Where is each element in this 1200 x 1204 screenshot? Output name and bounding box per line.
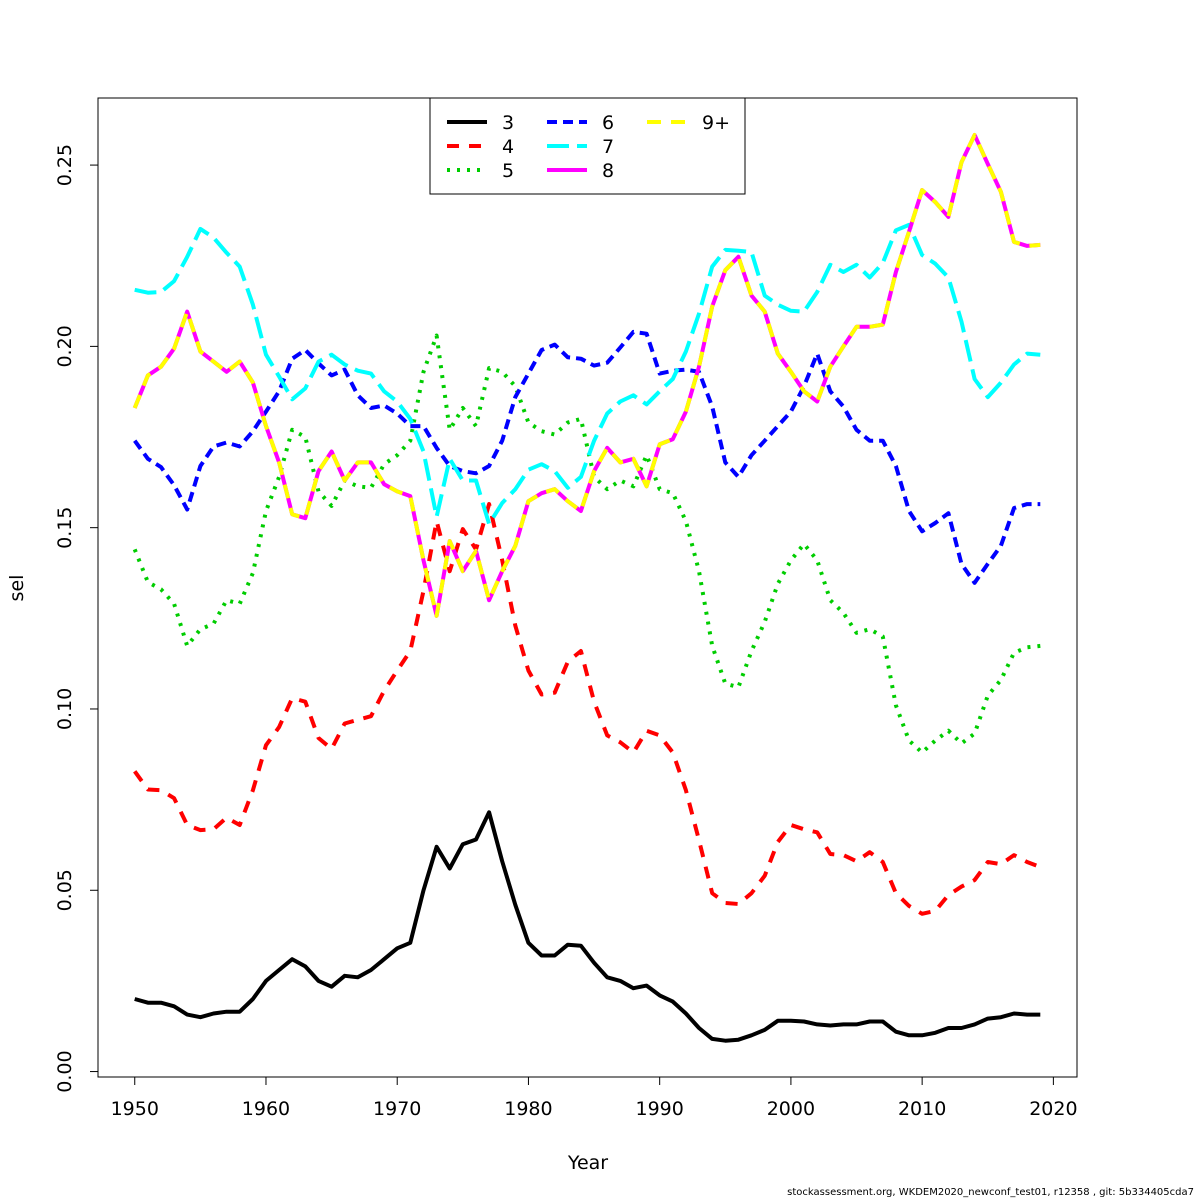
y-axis: 0.00 0.05 0.10 0.15 0.20 0.25 xyxy=(54,144,99,1093)
x-tick-label: 1950 xyxy=(111,1098,159,1120)
x-tick-label: 1960 xyxy=(242,1098,290,1120)
x-tick-label: 2010 xyxy=(898,1098,946,1120)
series-line-7 xyxy=(134,222,1041,526)
series-lines xyxy=(132,133,1042,1043)
x-axis: 1950 1960 1970 1980 1990 2000 2010 2020 xyxy=(111,1076,1078,1120)
legend-label: 5 xyxy=(502,160,514,182)
series-line-9plus xyxy=(132,133,1041,618)
x-axis-label: Year xyxy=(567,1152,608,1174)
plot-box xyxy=(97,97,1078,1078)
footer-credit: stockassessment.org, WKDEM2020_newconf_t… xyxy=(787,1187,1194,1198)
series-line-3 xyxy=(134,810,1041,1043)
x-tick-label: 2020 xyxy=(1029,1098,1077,1120)
y-tick-label: 0.15 xyxy=(54,507,76,549)
y-tick-label: 0.25 xyxy=(54,144,76,186)
y-tick-label: 0.10 xyxy=(54,688,76,730)
legend-label: 3 xyxy=(502,112,514,134)
x-tick-label: 1970 xyxy=(373,1098,421,1120)
series-line-6 xyxy=(133,329,1041,585)
series-line-4 xyxy=(133,502,1042,916)
y-tick-label: 0.00 xyxy=(54,1050,76,1092)
legend-label: 8 xyxy=(602,160,614,182)
legend-label: 9+ xyxy=(702,112,730,134)
y-tick-label: 0.20 xyxy=(54,325,76,367)
legend: 345 678 9+ xyxy=(429,97,746,195)
legend-box xyxy=(429,97,746,195)
y-axis-label: sel xyxy=(6,575,28,602)
x-tick-label: 2000 xyxy=(767,1098,815,1120)
x-tick-label: 1980 xyxy=(504,1098,552,1120)
legend-label: 6 xyxy=(602,112,614,134)
legend-label: 7 xyxy=(602,136,614,158)
series-line-8 xyxy=(132,133,1041,618)
legend-label: 4 xyxy=(502,136,514,158)
series-line-5 xyxy=(132,333,1041,755)
x-tick-label: 1990 xyxy=(635,1098,683,1120)
y-tick-label: 0.05 xyxy=(54,869,76,911)
